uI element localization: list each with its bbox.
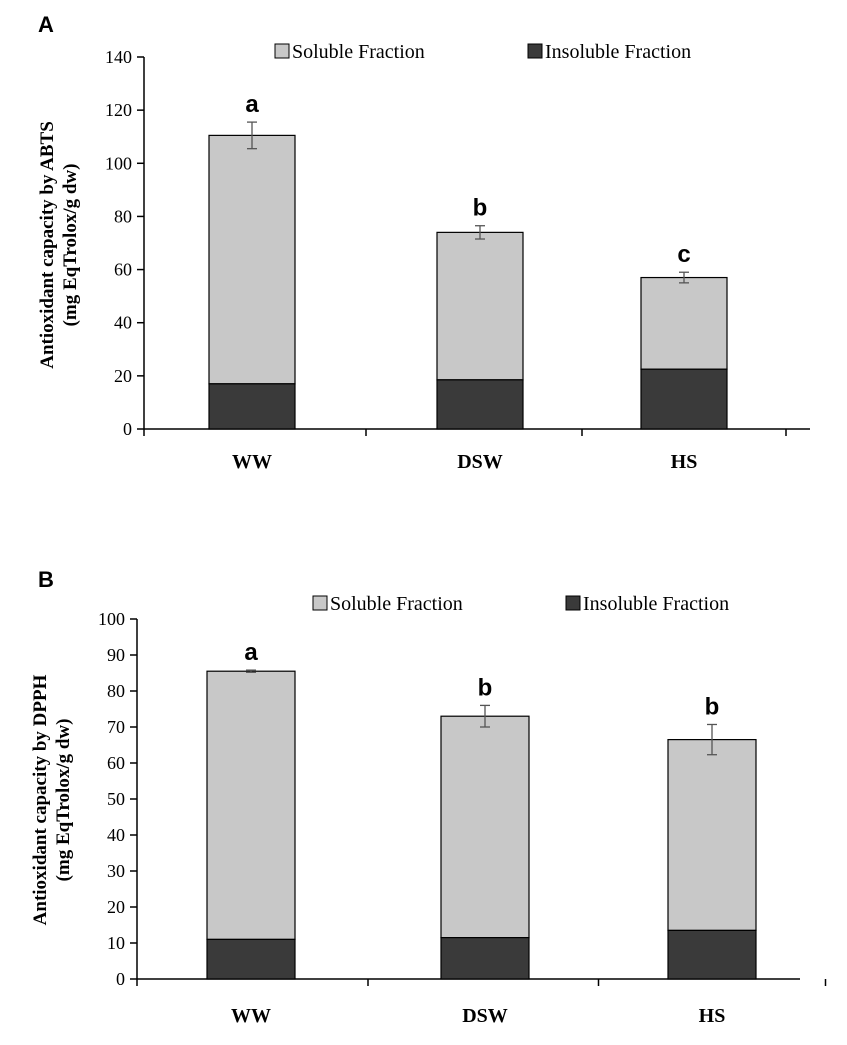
panel-b: B Soluble Fraction Insoluble Fraction An… <box>30 567 827 1027</box>
panel-a-ytick-label: 100 <box>105 153 132 173</box>
panel-b-y-ticks: 0 10 20 30 40 50 60 70 80 90 100 <box>98 609 827 989</box>
panel-b-ytick-label: 10 <box>107 933 125 953</box>
panel-a-bar-insoluble-hs <box>640 368 728 430</box>
panel-b-letter-dsw: b <box>478 674 493 701</box>
panel-b-legend-swatch-insoluble <box>565 595 581 611</box>
panel-a-ytick-label: 80 <box>114 206 132 226</box>
panel-a-label: A <box>38 12 54 37</box>
panel-b-letter-hs: b <box>705 693 720 720</box>
panel-b-ytick-label: 80 <box>107 681 125 701</box>
panel-b-ytick-label: 0 <box>116 969 125 989</box>
panel-b-bar-soluble-dsw <box>440 715 530 939</box>
panel-a-letter-dsw: b <box>473 195 488 222</box>
panel-b-legend-swatch-soluble <box>312 595 328 611</box>
panel-b-bar-soluble-hs <box>667 738 757 931</box>
panel-a-legend-insoluble: Insoluble Fraction <box>545 41 691 63</box>
panel-a-ytick-label: 40 <box>114 313 132 333</box>
panel-b-category-label-hs: HS <box>699 1005 726 1027</box>
panel-a-letter-hs: c <box>677 241 690 268</box>
panel-a-bars: a WW b DSW c HS <box>208 91 728 473</box>
panel-b-ylabel-line2: (mg EqTrolox/g dw) <box>53 719 74 882</box>
panel-a-ytick-label: 0 <box>123 419 132 439</box>
panel-b-ytick-label: 100 <box>98 609 125 629</box>
panel-b-bar-insoluble-ww <box>206 938 296 980</box>
panel-a-bar-insoluble-ww <box>208 383 296 430</box>
panel-a-ytick-label: 140 <box>105 47 132 67</box>
panel-b-ytick-label: 50 <box>107 789 125 809</box>
panel-a-bar-soluble-hs <box>640 276 728 370</box>
panel-a-y-ticks: 0 20 40 60 80 100 120 140 <box>105 47 787 439</box>
panel-a-category-label-hs: HS <box>671 451 698 473</box>
panel-a-bar-soluble-dsw <box>436 231 524 381</box>
panel-b-bar-insoluble-hs <box>667 929 757 980</box>
panel-a-ylabel-line1: Antioxidant capacity by ABTS <box>37 121 58 369</box>
panel-b-ytick-label: 40 <box>107 825 125 845</box>
panel-b-bars: a WW b DSW b HS <box>206 639 757 1027</box>
panel-a-legend-soluble: Soluble Fraction <box>292 41 425 63</box>
panel-a-ytick-label: 20 <box>114 366 132 386</box>
panel-a: A Soluble Fraction Insoluble Fraction An… <box>37 12 810 473</box>
panel-b-ytick-label: 30 <box>107 861 125 881</box>
panel-a-ytick-label: 60 <box>114 260 132 280</box>
panel-b-ytick-label: 60 <box>107 753 125 773</box>
panel-a-legend-swatch-insoluble <box>527 43 543 59</box>
panel-a-category-label-ww: WW <box>232 451 272 473</box>
panel-b-legend-soluble: Soluble Fraction <box>330 593 463 615</box>
panel-a-ylabel-line2: (mg EqTrolox/g dw) <box>60 164 81 327</box>
panel-a-letter-ww: a <box>245 91 259 118</box>
panel-b-ytick-label: 90 <box>107 645 125 665</box>
panel-a-category-label-dsw: DSW <box>457 451 503 473</box>
panel-b-bar-soluble-ww <box>206 670 296 941</box>
panel-b-ylabel-line1: Antioxidant capacity by DPPH <box>30 674 51 925</box>
panel-b-letter-ww: a <box>244 639 258 666</box>
panel-b-legend-insoluble: Insoluble Fraction <box>583 593 729 615</box>
panel-b-ytick-label: 70 <box>107 717 125 737</box>
panel-a-bar-insoluble-dsw <box>436 379 524 430</box>
panel-a-bar-soluble-ww <box>208 134 296 385</box>
panel-a-ytick-label: 120 <box>105 100 132 120</box>
panel-b-category-label-ww: WW <box>231 1005 271 1027</box>
panel-a-legend-swatch-soluble <box>274 43 290 59</box>
panel-b-bar-insoluble-dsw <box>440 936 530 980</box>
panel-b-label: B <box>38 567 54 592</box>
panel-b-category-label-dsw: DSW <box>462 1005 508 1027</box>
panel-b-ytick-label: 20 <box>107 897 125 917</box>
